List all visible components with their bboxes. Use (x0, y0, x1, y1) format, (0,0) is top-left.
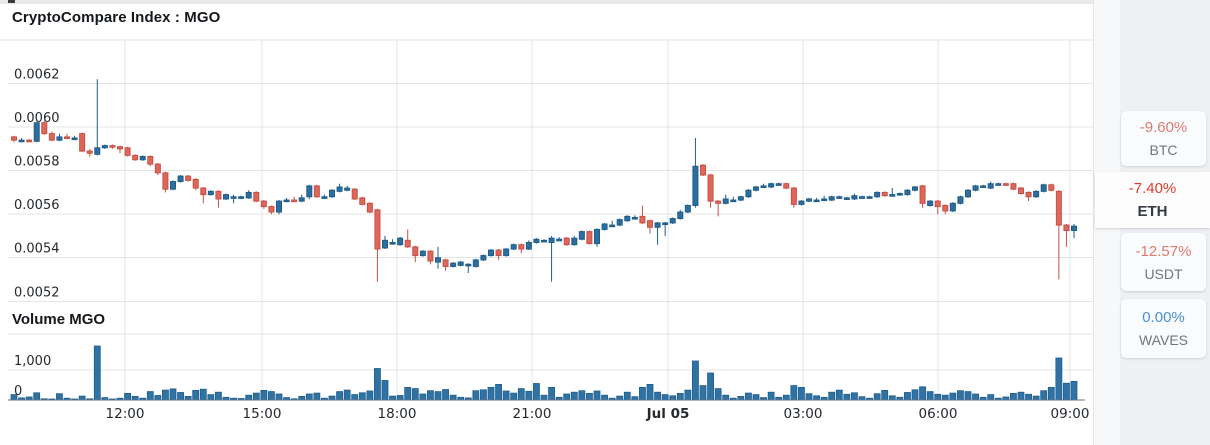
chart-title: CryptoCompare Index : MGO (12, 9, 221, 26)
symbol-label: USDT (1144, 265, 1183, 282)
svg-text:0.0054: 0.0054 (14, 242, 60, 257)
top-border-strip (0, 0, 1093, 4)
gridlines (0, 39, 1093, 400)
svg-text:15:00: 15:00 (243, 406, 282, 422)
watchlist-item-eth-selected[interactable]: -7.40% ETH (1095, 172, 1210, 228)
loading-indicator (8, 0, 15, 3)
symbol-label: ETH (1137, 203, 1168, 220)
svg-text:1,000: 1,000 (14, 354, 51, 369)
svg-text:0.0056: 0.0056 (14, 198, 60, 213)
svg-text:21:00: 21:00 (513, 406, 552, 422)
svg-text:09:00: 09:00 (1051, 406, 1090, 422)
volume-title: Volume MGO (12, 311, 106, 328)
svg-text:0.0062: 0.0062 (14, 68, 60, 83)
svg-text:0.0060: 0.0060 (14, 111, 60, 126)
watchlist-item-waves[interactable]: 0.00% WAVES (1121, 299, 1206, 358)
svg-text:12:00: 12:00 (106, 406, 145, 422)
change-value: -9.60% (1139, 119, 1188, 136)
svg-text:0.0052: 0.0052 (14, 285, 60, 300)
svg-text:18:00: 18:00 (378, 406, 417, 422)
watchlist-item-btc[interactable]: -9.60% BTC (1121, 111, 1206, 166)
candlestick-series (11, 79, 1077, 282)
price-volume-chart[interactable]: 0.0062 0.0060 0.0058 0.0056 0.0054 0.0052 1,00… (0, 0, 1100, 432)
svg-text:03:00: 03:00 (784, 406, 823, 422)
svg-text:0: 0 (14, 384, 22, 399)
change-value: 0.00% (1142, 309, 1185, 326)
watchlist-item-usdt[interactable]: -12.57% USDT (1121, 233, 1206, 291)
change-value: -12.57% (1135, 242, 1192, 260)
symbol-label: WAVES (1138, 332, 1188, 348)
volume-series (8, 345, 1085, 401)
svg-text:Jul 05: Jul 05 (646, 406, 690, 422)
symbol-label: BTC (1149, 142, 1178, 158)
change-value: -7.40% (1128, 180, 1177, 197)
svg-text:0.0058: 0.0058 (14, 155, 60, 170)
axis-labels: 0.0062 0.0060 0.0058 0.0056 0.0054 0.0052 1,00… (14, 68, 1089, 422)
svg-text:06:00: 06:00 (919, 406, 958, 422)
